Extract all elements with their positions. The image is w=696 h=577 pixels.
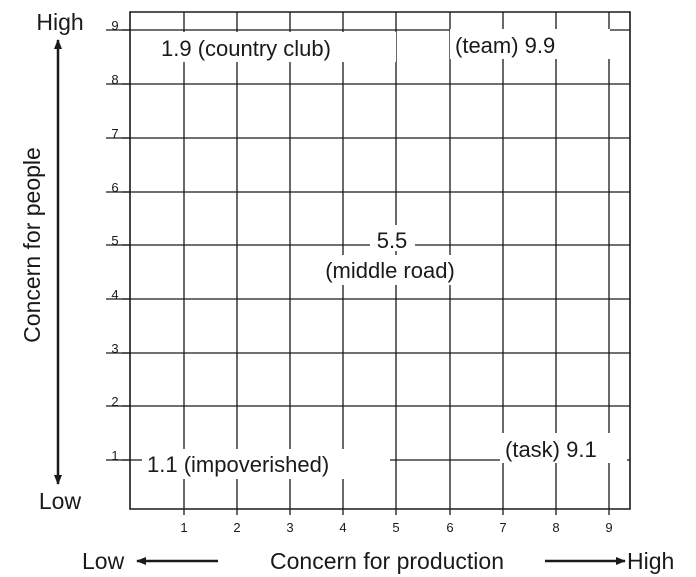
y-tick-7: 7: [111, 126, 118, 141]
x-axis-low-label: Low: [82, 548, 125, 574]
x-tick-5: 5: [392, 520, 399, 535]
x-tick-2: 2: [233, 520, 240, 535]
y-axis-title: Concern for people: [19, 147, 45, 343]
y-tick-5: 5: [111, 233, 118, 248]
y-tick-1: 1: [111, 448, 118, 463]
y-axis-high-label: High: [36, 9, 83, 35]
y-tick-2: 2: [111, 394, 118, 409]
y-tick-8: 8: [111, 72, 118, 87]
y-tick-4: 4: [111, 287, 118, 302]
x-axis-high-label: High: [627, 548, 674, 574]
y-axis-low-label: Low: [39, 488, 82, 514]
x-tick-9: 9: [605, 520, 612, 535]
middle-road-score: 5.5: [377, 228, 408, 253]
x-tick-3: 3: [286, 520, 293, 535]
y-tick-3: 3: [111, 341, 118, 356]
x-tick-4: 4: [339, 520, 346, 535]
x-axis-title: Concern for production: [270, 548, 504, 574]
task-label: (task) 9.1: [505, 437, 597, 462]
y-tick-6: 6: [111, 180, 118, 195]
x-tick-1: 1: [180, 520, 187, 535]
x-tick-6: 6: [446, 520, 453, 535]
x-tick-7: 7: [499, 520, 506, 535]
team-label: (team) 9.9: [455, 33, 555, 58]
impoverished-label: 1.1 (impoverished): [147, 452, 329, 477]
middle-road-name: (middle road): [325, 258, 455, 283]
x-tick-8: 8: [552, 520, 559, 535]
country-club-label: 1.9 (country club): [161, 36, 331, 61]
y-tick-9: 9: [111, 18, 118, 33]
